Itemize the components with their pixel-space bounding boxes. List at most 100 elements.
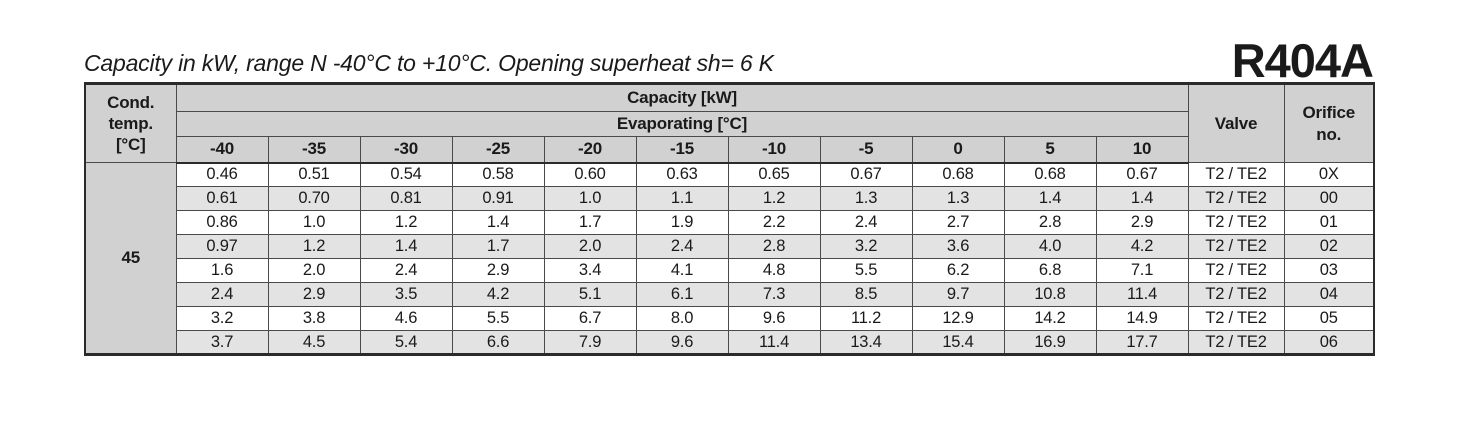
evap-temp-header: -10 <box>727 136 821 164</box>
cond-temp-header: Cond. temp. [°C] <box>84 83 177 163</box>
capacity-value-cell: 16.9 <box>1003 330 1097 355</box>
table-row: 3.2 3.8 4.6 5.5 6.7 8.0 9.6 11.2 12.9 14.2 14.9 T2 … <box>85 306 1375 331</box>
valve-cell: T2 / TE2 <box>1187 234 1285 259</box>
capacity-value-cell: 4.2 <box>451 282 545 307</box>
capacity-value-cell: 12.9 <box>911 306 1005 331</box>
capacity-value-cell: 2.8 <box>727 234 821 259</box>
capacity-value-cell: 11.4 <box>1095 282 1189 307</box>
capacity-table: Cond. temp. [°C] Capacity [kW] Valve Ori… <box>84 82 1375 356</box>
section-header: Capacity in kW, range N -40°C to +10°C. … <box>84 0 1374 87</box>
capacity-value-cell: 2.7 <box>911 210 1005 235</box>
capacity-value-cell: 8.5 <box>819 282 913 307</box>
evap-temp-header: -25 <box>451 136 545 164</box>
capacity-value-cell: 3.2 <box>819 234 913 259</box>
capacity-value-cell: 6.8 <box>1003 258 1097 283</box>
capacity-value-cell: 5.1 <box>543 282 637 307</box>
capacity-value-cell: 6.7 <box>543 306 637 331</box>
capacity-value-cell: 6.6 <box>451 330 545 355</box>
capacity-value-cell: 1.2 <box>727 186 821 211</box>
evap-temp-header: -40 <box>175 136 269 164</box>
refrigerant-label: R404A <box>1231 33 1374 87</box>
capacity-value-cell: 4.6 <box>359 306 453 331</box>
capacity-value-cell: 7.9 <box>543 330 637 355</box>
capacity-value-cell: 5.5 <box>451 306 545 331</box>
evap-temp-header: 5 <box>1003 136 1097 164</box>
capacity-value-cell: 2.0 <box>267 258 361 283</box>
capacity-value-cell: 0.46 <box>175 162 269 187</box>
table-row: 1.6 2.0 2.4 2.9 3.4 4.1 4.8 5.5 6.2 6.8 7.1 T2 / TE… <box>85 258 1375 283</box>
table-row: 2.4 2.9 3.5 4.2 5.1 6.1 7.3 8.5 9.7 10.8 11.4 T2 / … <box>85 282 1375 307</box>
capacity-value-cell: 3.4 <box>543 258 637 283</box>
capacity-value-cell: 3.2 <box>175 306 269 331</box>
capacity-value-cell: 1.0 <box>267 210 361 235</box>
orifice-cell: 04 <box>1283 282 1375 307</box>
capacity-value-cell: 0.68 <box>911 162 1005 187</box>
capacity-value-cell: 1.1 <box>635 186 729 211</box>
header-row-evaporating: Evaporating [°C] <box>85 111 1374 137</box>
capacity-value-cell: 0.58 <box>451 162 545 187</box>
capacity-value-cell: 3.6 <box>911 234 1005 259</box>
capacity-value-cell: 1.4 <box>451 210 545 235</box>
datasheet-section: Capacity in kW, range N -40°C to +10°C. … <box>84 0 1375 356</box>
capacity-value-cell: 10.8 <box>1003 282 1097 307</box>
header-row-temps: -40 -35 -30 -25 -20 -15 -10 -5 0 5 10 <box>85 136 1374 164</box>
capacity-value-cell: 0.60 <box>543 162 637 187</box>
header-row-capacity: Cond. temp. [°C] Capacity [kW] Valve Ori… <box>84 83 1375 163</box>
capacity-value-cell: 0.86 <box>175 210 269 235</box>
capacity-value-cell: 9.7 <box>911 282 1005 307</box>
capacity-value-cell: 0.67 <box>1095 162 1189 187</box>
capacity-value-cell: 4.8 <box>727 258 821 283</box>
capacity-value-cell: 2.9 <box>1095 210 1189 235</box>
capacity-value-cell: 0.91 <box>451 186 545 211</box>
capacity-value-cell: 0.68 <box>1003 162 1097 187</box>
table-header: Cond. temp. [°C] Capacity [kW] Valve Ori… <box>84 83 1375 164</box>
table-row: 0.86 1.0 1.2 1.4 1.7 1.9 2.2 2.4 2.7 2.8 2.9 T2 / T… <box>85 210 1375 235</box>
capacity-value-cell: 15.4 <box>911 330 1005 355</box>
capacity-value-cell: 0.97 <box>175 234 269 259</box>
capacity-value-cell: 4.5 <box>267 330 361 355</box>
capacity-value-cell: 14.2 <box>1003 306 1097 331</box>
capacity-value-cell: 1.3 <box>819 186 913 211</box>
valve-cell: T2 / TE2 <box>1187 282 1285 307</box>
orifice-cell: 0X <box>1283 162 1375 187</box>
capacity-value-cell: 7.1 <box>1095 258 1189 283</box>
capacity-value-cell: 6.1 <box>635 282 729 307</box>
capacity-value-cell: 1.2 <box>359 210 453 235</box>
capacity-value-cell: 1.2 <box>267 234 361 259</box>
capacity-value-cell: 13.4 <box>819 330 913 355</box>
capacity-value-cell: 1.0 <box>543 186 637 211</box>
capacity-value-cell: 1.6 <box>175 258 269 283</box>
capacity-value-cell: 1.4 <box>359 234 453 259</box>
capacity-header: Capacity [kW] <box>175 83 1189 112</box>
evap-temp-header: 0 <box>911 136 1005 164</box>
capacity-value-cell: 2.9 <box>451 258 545 283</box>
evap-temp-header: -30 <box>359 136 453 164</box>
capacity-value-cell: 2.0 <box>543 234 637 259</box>
capacity-value-cell: 0.54 <box>359 162 453 187</box>
capacity-value-cell: 11.2 <box>819 306 913 331</box>
orifice-cell: 05 <box>1283 306 1375 331</box>
cond-temp-value: 45 <box>84 162 177 355</box>
valve-cell: T2 / TE2 <box>1187 210 1285 235</box>
orifice-cell: 00 <box>1283 186 1375 211</box>
capacity-value-cell: 8.0 <box>635 306 729 331</box>
capacity-value-cell: 1.9 <box>635 210 729 235</box>
capacity-value-cell: 0.70 <box>267 186 361 211</box>
capacity-value-cell: 2.9 <box>267 282 361 307</box>
capacity-value-cell: 4.0 <box>1003 234 1097 259</box>
capacity-value-cell: 6.2 <box>911 258 1005 283</box>
evap-temp-header: -5 <box>819 136 913 164</box>
valve-cell: T2 / TE2 <box>1187 306 1285 331</box>
table-row: 3.7 4.5 5.4 6.6 7.9 9.6 11.4 13.4 15.4 16.9 17.7 T2… <box>85 330 1375 355</box>
capacity-value-cell: 4.2 <box>1095 234 1189 259</box>
table-row: 0.97 1.2 1.4 1.7 2.0 2.4 2.8 3.2 3.6 4.0 4.2 T2 / T… <box>85 234 1375 259</box>
capacity-value-cell: 5.5 <box>819 258 913 283</box>
capacity-value-cell: 0.65 <box>727 162 821 187</box>
orifice-cell: 01 <box>1283 210 1375 235</box>
capacity-value-cell: 0.51 <box>267 162 361 187</box>
capacity-value-cell: 2.4 <box>819 210 913 235</box>
capacity-value-cell: 2.4 <box>635 234 729 259</box>
capacity-value-cell: 2.8 <box>1003 210 1097 235</box>
orifice-cell: 02 <box>1283 234 1375 259</box>
capacity-value-cell: 17.7 <box>1095 330 1189 355</box>
